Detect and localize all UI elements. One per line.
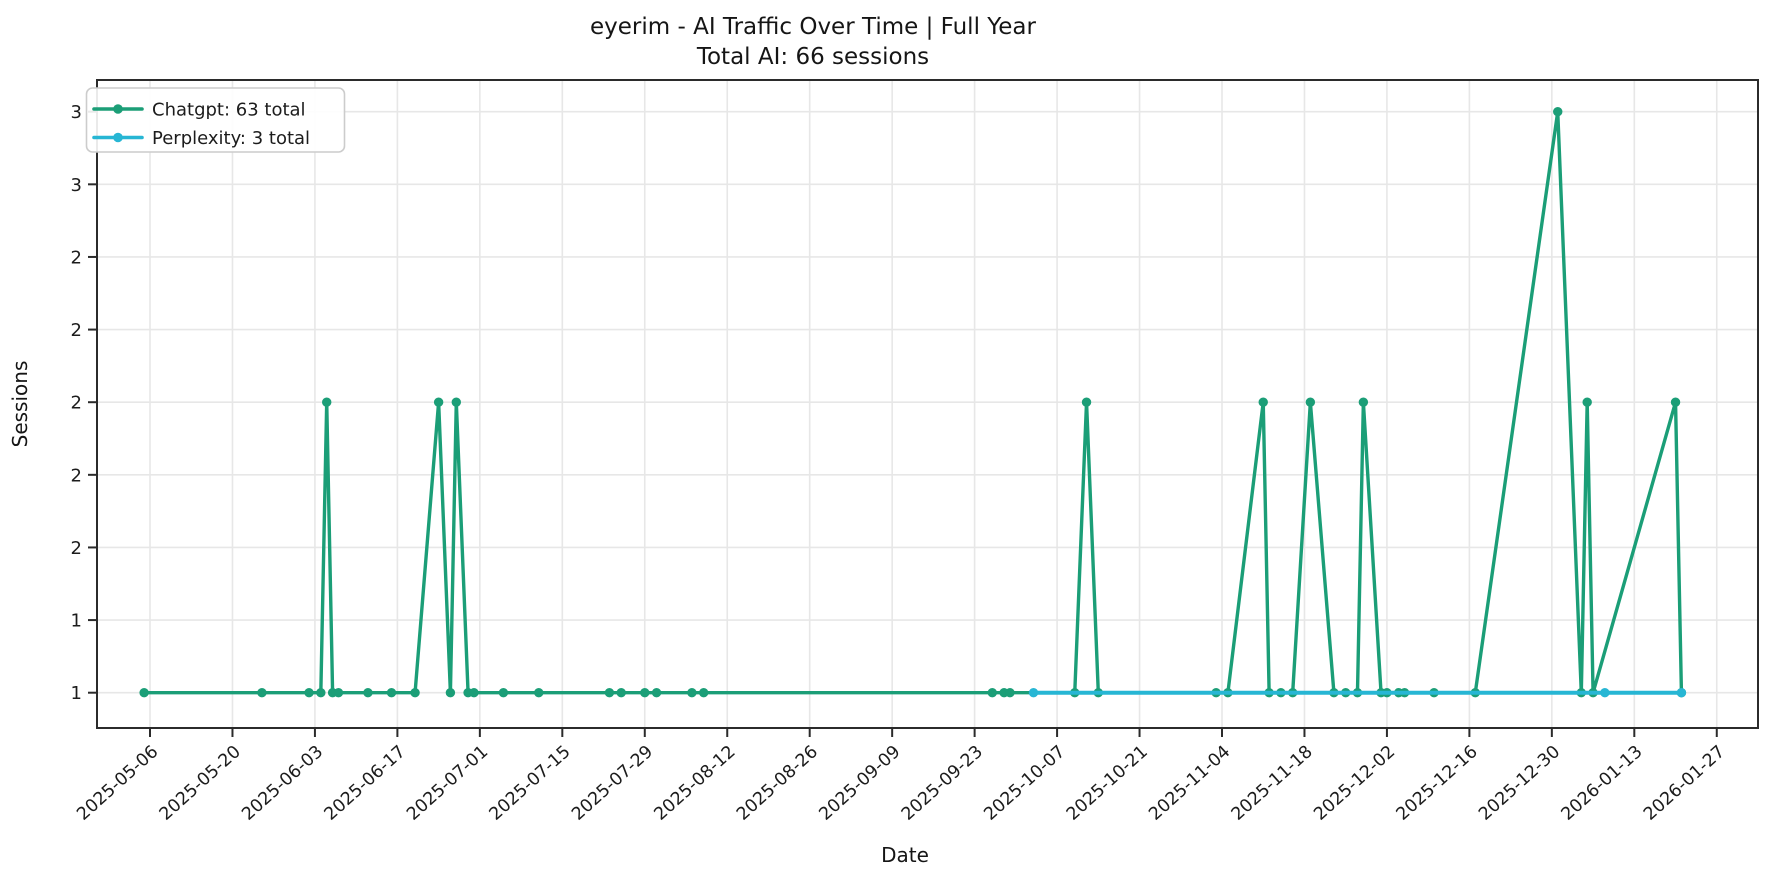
data-point-chatgpt [1670,397,1681,407]
x-tick-label: 2025-06-03 [238,742,327,825]
x-axis-label: Date [881,843,929,867]
data-point-perplexity [1028,688,1039,698]
data-point-chatgpt [322,397,332,407]
legend: Chatgpt: 63 total Perplexity: 3 total [85,87,346,153]
y-axis-label: Sessions [8,361,32,448]
data-point-chatgpt [1305,397,1316,407]
data-point-chatgpt [1258,397,1268,407]
data-point-chatgpt [410,688,420,698]
series-lines [139,107,1687,698]
x-tick-label: 2025-11-04 [1145,742,1234,825]
x-tick-label: 2025-10-07 [980,742,1069,825]
x-tick-label: 2025-11-18 [1228,742,1317,825]
data-point-chatgpt [433,397,444,407]
data-point-perplexity [1676,688,1687,698]
y-tick-label: 1 [71,683,82,704]
y-tick-label: 3 [71,102,82,123]
x-tick-label: 2025-10-21 [1063,742,1152,825]
y-tick-label: 1 [71,611,82,632]
x-tick-label: 2025-12-02 [1310,742,1399,825]
x-tick-label: 2026-01-27 [1640,742,1729,825]
data-point-chatgpt [445,688,456,698]
x-tick-label: 2025-05-20 [156,742,245,825]
x-tick-label: 2025-12-16 [1393,742,1482,825]
x-tick-label: 2026-01-13 [1558,742,1647,825]
data-point-chatgpt [987,688,997,698]
data-point-chatgpt [498,688,509,698]
data-point-chatgpt [304,688,314,698]
data-point-chatgpt [316,688,326,698]
y-tick-label: 2 [71,393,82,414]
legend-marker-perplexity [113,132,123,143]
legend-marker-chatgpt [113,104,123,114]
y-tick-label: 3 [71,175,82,196]
x-tick-label: 2025-07-01 [403,742,492,825]
data-point-chatgpt [363,688,373,698]
y-tick-label: 2 [71,320,82,341]
data-point-chatgpt [687,688,697,698]
x-tick-label: 2025-05-06 [73,742,162,825]
x-tick-label: 2025-09-09 [816,742,905,825]
legend-box [85,87,346,153]
x-tick-label: 2025-12-30 [1475,742,1564,825]
x-tick-label: 2025-07-15 [486,742,575,825]
x-tick-label: 2025-08-26 [733,742,822,825]
data-point-chatgpt [534,688,544,698]
data-point-chatgpt [1553,107,1563,117]
axis-ticks: 1122222332025-05-062025-05-202025-06-032… [71,102,1730,825]
plot-border [96,79,1759,729]
y-tick-label: 2 [71,247,82,268]
data-point-chatgpt [604,688,615,698]
data-point-chatgpt [469,688,479,698]
y-tick-label: 2 [71,465,82,486]
data-point-chatgpt [698,688,709,698]
x-tick-label: 2025-06-17 [321,742,410,825]
data-point-chatgpt [640,688,650,698]
data-point-chatgpt [386,688,397,698]
data-point-chatgpt [1005,688,1015,698]
data-point-chatgpt [1358,397,1369,407]
data-point-chatgpt [651,688,662,698]
data-point-chatgpt [451,397,461,407]
data-point-chatgpt [1582,397,1592,407]
y-tick-label: 2 [71,538,82,559]
chart-subtitle: Total AI: 66 sessions [696,44,929,70]
chart-title: eyerim - AI Traffic Over Time | Full Yea… [590,14,1036,40]
legend-label-perplexity: Perplexity: 3 total [152,128,310,149]
data-point-perplexity [1600,688,1610,698]
gridlines [97,80,1758,728]
data-point-chatgpt [1081,397,1092,407]
data-point-chatgpt [257,688,267,698]
legend-label-chatgpt: Chatgpt: 63 total [152,100,306,121]
data-point-chatgpt [139,688,149,698]
x-tick-label: 2025-08-12 [651,742,740,825]
data-point-chatgpt [333,688,344,698]
x-tick-label: 2025-09-23 [898,742,987,825]
x-tick-label: 2025-07-29 [568,742,657,825]
data-point-chatgpt [616,688,626,698]
